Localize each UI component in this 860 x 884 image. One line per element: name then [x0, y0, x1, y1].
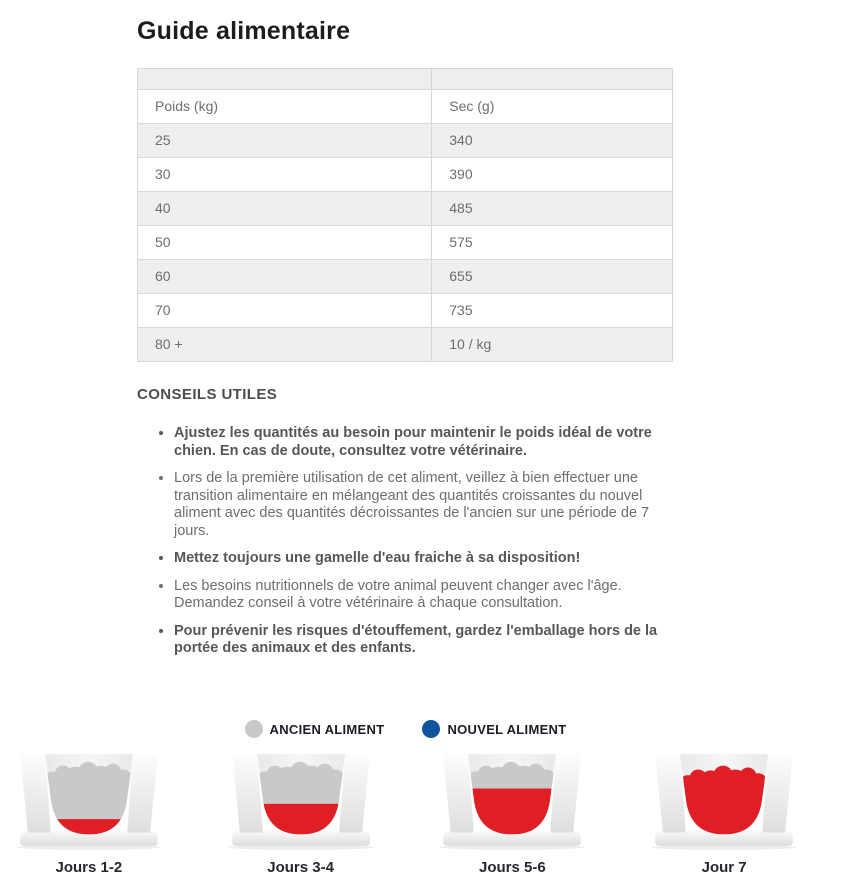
spacer-cell	[136, 68, 433, 90]
transition-bowl: Jours 3-4	[195, 749, 407, 876]
spacer-cell	[431, 68, 673, 90]
main-content: Guide alimentaire Poids (kg) Sec (g) 25 3…	[136, 0, 674, 658]
cell-poids: 25	[136, 123, 433, 158]
cell-sec: 485	[431, 191, 673, 226]
table-row: 60 655	[136, 259, 673, 294]
tip-item: Ajustez les quantités au besoin pour mai…	[174, 425, 674, 460]
bowl-label: Jours 5-6	[479, 858, 546, 876]
bowl-illustration	[651, 753, 797, 850]
table-row: 80 +10 / kg	[136, 327, 673, 362]
cell-poids: 80 +	[136, 327, 433, 362]
old-food-dot-icon	[244, 720, 263, 738]
feeding-table-body: 25 340 30 390 40 485 50 575 60 655 70 735 80 +10 / k…	[136, 123, 673, 362]
cell-poids: 40	[136, 191, 433, 226]
cell-poids: 50	[136, 225, 433, 260]
bowl-illustration	[228, 753, 374, 850]
cell-sec: 390	[431, 157, 673, 192]
table-header-spacer-row	[136, 68, 673, 90]
cell-sec: 10 / kg	[431, 327, 673, 362]
cell-sec: 340	[431, 123, 673, 158]
tip-item: Pour prévenir les risques d'étouffement,…	[174, 623, 674, 658]
transition-bowls: Jours 1-2 Jours 3-4	[0, 749, 830, 876]
tips-list: Ajustez les quantités au besoin pour mai…	[137, 425, 674, 658]
new-food-dot-icon	[422, 720, 441, 738]
cell-poids: 70	[136, 293, 433, 328]
table-row: 70 735	[136, 293, 673, 328]
page-title: Guide alimentaire	[137, 17, 351, 45]
cell-poids: 30	[136, 157, 433, 192]
legend-item: NOUVEL ALIMENT	[422, 720, 566, 738]
table-row: 25 340	[136, 123, 673, 158]
bowl-illustration	[439, 753, 585, 850]
column-header-poids: Poids (kg)	[136, 89, 433, 124]
feeding-table: Poids (kg) Sec (g) 25 340 30 390 40 485 50 575 6…	[136, 68, 673, 362]
transition-bowl: Jours 5-6	[407, 749, 619, 876]
legend-item: ANCIEN ALIMENT	[244, 720, 385, 738]
legend-label: ANCIEN ALIMENT	[269, 721, 385, 737]
transition-bowl: Jour 7	[618, 749, 830, 876]
tip-item: Mettez toujours une gamelle d'eau fraich…	[174, 550, 674, 568]
legend-label: NOUVEL ALIMENT	[447, 721, 567, 737]
table-column-row: Poids (kg) Sec (g)	[136, 89, 673, 124]
cell-sec: 655	[431, 259, 673, 294]
bowl-label: Jour 7	[701, 858, 747, 876]
bowl-label: Jours 1-2	[55, 858, 123, 876]
tip-item: Les besoins nutritionnels de votre anima…	[174, 578, 674, 613]
food-legend: ANCIEN ALIMENT NOUVEL ALIMENT	[137, 720, 674, 739]
bowl-label: Jours 3-4	[267, 858, 334, 876]
tip-item: Lors de la première utilisation de cet a…	[174, 470, 674, 540]
transition-bowl: Jours 1-2	[0, 749, 195, 876]
cell-poids: 60	[136, 259, 433, 294]
cell-sec: 735	[431, 293, 673, 328]
table-row: 40 485	[136, 191, 673, 226]
column-header-sec: Sec (g)	[431, 89, 673, 124]
bowl-illustration	[16, 753, 162, 850]
table-row: 30 390	[136, 157, 673, 192]
table-row: 50 575	[136, 225, 673, 260]
tips-heading: CONSEILS UTILES	[137, 386, 278, 403]
cell-sec: 575	[431, 225, 673, 260]
